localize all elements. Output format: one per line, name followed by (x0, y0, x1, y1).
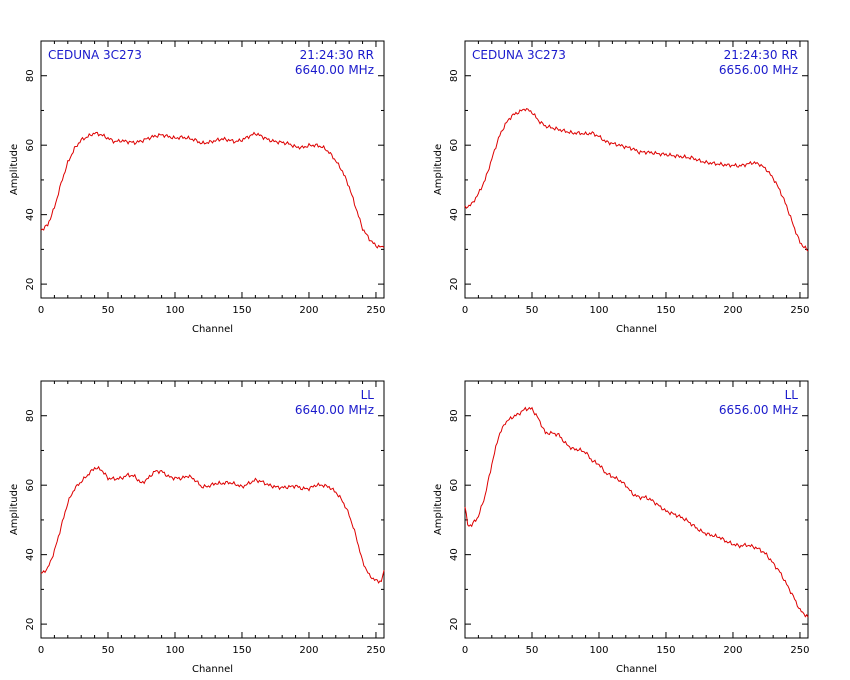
plot-frame (464, 380, 809, 639)
panel-rr-6640: 0 50 100 150 200 250 20 40 60 80 Channel Amplitude C… (9, 40, 386, 335)
frequency-label: 6640.00 MHz (295, 403, 374, 417)
panel-ll-6656: 0 50 100 150 200 250 20 40 60 80 Channel Amplitude L… (433, 380, 810, 675)
y-tick-label: 60 (449, 139, 460, 152)
frequency-label: 6656.00 MHz (719, 63, 798, 77)
x-tick-label: 0 (462, 645, 468, 656)
spectrum-trace (40, 465, 385, 584)
panel-ll-6640: 0 50 100 150 200 250 20 40 60 80 Channel Amplitude L… (9, 380, 386, 675)
x-axis-title: Channel (192, 664, 233, 675)
x-tick-label: 50 (102, 645, 115, 656)
x-tick-label: 100 (589, 645, 608, 656)
x-tick-label: 250 (790, 305, 809, 316)
x-tick-label: 200 (299, 645, 318, 656)
x-tick-label: 0 (38, 305, 44, 316)
polarization-label: RR (781, 48, 798, 62)
x-tick-label: 250 (366, 645, 385, 656)
polarization-label: LL (785, 388, 799, 402)
x-axis-title: Channel (616, 324, 657, 335)
spectrum-trace (40, 131, 385, 249)
y-tick-label: 80 (449, 69, 460, 82)
source-label: CEDUNA 3C273 (48, 48, 142, 62)
y-tick-label: 80 (449, 409, 460, 422)
x-tick-label: 50 (102, 305, 115, 316)
x-tick-label: 200 (723, 645, 742, 656)
time-pol-label: 21:24:30 RR (724, 48, 798, 62)
polarization-label: RR (357, 48, 374, 62)
polarization-label: LL (361, 388, 375, 402)
y-tick-label: 40 (25, 548, 36, 561)
x-tick-label: 100 (589, 305, 608, 316)
y-tick-label: 80 (25, 409, 36, 422)
x-axis-title: Channel (616, 664, 657, 675)
y-tick-label: 20 (449, 618, 460, 631)
source-label: CEDUNA 3C273 (472, 48, 566, 62)
x-tick-label: 250 (790, 645, 809, 656)
y-axis-title: Amplitude (433, 144, 444, 195)
plot-frame (40, 40, 385, 299)
spectrum-trace (464, 406, 809, 618)
y-tick-label: 20 (25, 618, 36, 631)
x-axis-title: Channel (192, 324, 233, 335)
time-pol-label: 21:24:30 RR (300, 48, 374, 62)
y-tick-label: 60 (449, 479, 460, 492)
x-tick-label: 150 (232, 305, 251, 316)
y-tick-label: 60 (25, 139, 36, 152)
y-tick-label: 20 (25, 278, 36, 291)
x-tick-label: 0 (462, 305, 468, 316)
x-tick-label: 150 (232, 645, 251, 656)
x-tick-label: 50 (526, 645, 539, 656)
y-axis-title: Amplitude (9, 484, 20, 535)
x-tick-label: 200 (299, 305, 318, 316)
spectrum-trace (464, 107, 809, 252)
x-tick-label: 100 (165, 305, 184, 316)
frequency-label: 6656.00 MHz (719, 403, 798, 417)
y-tick-label: 40 (25, 208, 36, 221)
y-tick-label: 80 (25, 69, 36, 82)
plot-frame (40, 380, 385, 639)
y-tick-label: 40 (449, 548, 460, 561)
y-tick-label: 20 (449, 278, 460, 291)
y-tick-label: 60 (25, 479, 36, 492)
x-tick-label: 100 (165, 645, 184, 656)
y-tick-label: 40 (449, 208, 460, 221)
time-label: 21:24:30 (724, 48, 778, 62)
x-tick-label: 50 (526, 305, 539, 316)
frequency-label: 6640.00 MHz (295, 63, 374, 77)
x-tick-label: 150 (656, 645, 675, 656)
time-label: 21:24:30 (300, 48, 354, 62)
y-axis-title: Amplitude (433, 484, 444, 535)
panel-rr-6656: 0 50 100 150 200 250 20 40 60 80 Channel Amplitude C… (433, 40, 810, 335)
y-axis-title: Amplitude (9, 144, 20, 195)
x-tick-label: 200 (723, 305, 742, 316)
x-tick-label: 250 (366, 305, 385, 316)
x-tick-label: 0 (38, 645, 44, 656)
plot-frame (464, 40, 809, 299)
x-tick-label: 150 (656, 305, 675, 316)
